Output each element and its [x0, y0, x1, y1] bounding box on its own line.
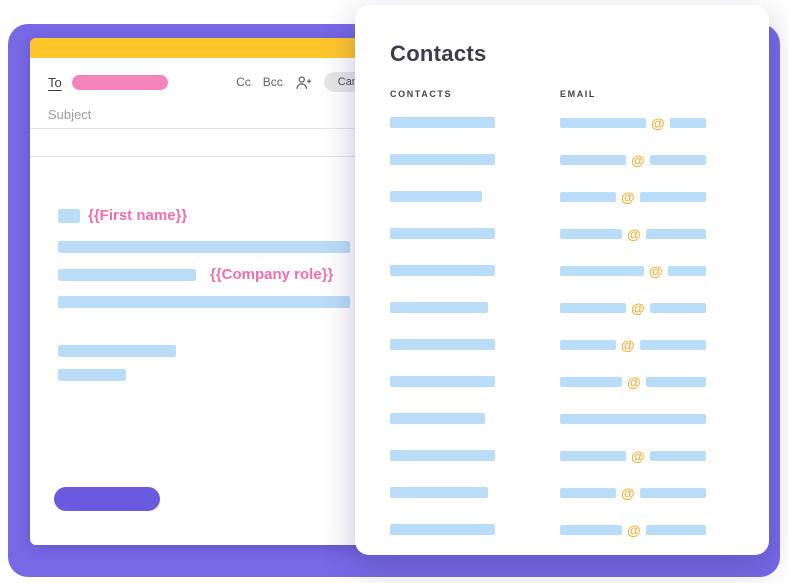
contact-name-placeholder — [390, 376, 495, 387]
contact-name-placeholder — [390, 450, 495, 461]
email-text-placeholder — [667, 265, 706, 276]
contact-email-placeholder: @ — [560, 153, 769, 167]
email-text-placeholder — [649, 154, 706, 165]
company-role-token: {{Company role}} — [210, 266, 334, 283]
body-greeting-line: {{First name}} — [58, 207, 370, 224]
email-text-placeholder — [560, 302, 626, 313]
body-text-placeholder — [58, 268, 196, 281]
at-icon: @ — [649, 262, 663, 279]
email-text-placeholder — [645, 376, 706, 387]
contact-row: @ — [390, 215, 769, 252]
at-icon: @ — [627, 225, 641, 242]
at-icon: @ — [621, 336, 635, 353]
to-label: To — [48, 74, 62, 90]
email-text-placeholder — [560, 265, 644, 276]
email-text-placeholder — [560, 450, 626, 461]
email-text-placeholder — [645, 228, 706, 239]
email-text-placeholder — [669, 117, 706, 128]
email-text-placeholder — [560, 524, 622, 535]
contact-row: @ — [390, 474, 769, 511]
contact-name-placeholder — [390, 487, 488, 498]
compose-titlebar — [30, 38, 370, 58]
body-text-placeholder — [58, 369, 126, 381]
contact-name-placeholder — [390, 191, 482, 202]
email-text-placeholder — [560, 339, 616, 350]
contact-email-placeholder: @ — [560, 523, 769, 537]
cc-button[interactable]: Cc — [236, 75, 251, 89]
email-text-placeholder — [649, 302, 706, 313]
recipient-chip[interactable] — [71, 74, 168, 90]
email-text-placeholder — [560, 413, 706, 424]
body-text-placeholder — [58, 345, 176, 357]
contact-name-placeholder — [390, 524, 495, 535]
column-header-contacts: CONTACTS — [390, 89, 453, 99]
contact-email-placeholder — [560, 413, 769, 424]
email-text-placeholder — [560, 376, 622, 387]
to-field-row: To Cc Bcc Cancel — [30, 64, 386, 100]
email-text-placeholder — [645, 524, 706, 535]
at-icon: @ — [627, 373, 641, 390]
contact-row: @ — [390, 178, 769, 215]
first-name-token: {{First name}} — [88, 207, 188, 224]
body-role-line: {{Company role}} — [58, 266, 370, 283]
email-text-placeholder — [560, 154, 626, 165]
body-text-placeholder — [58, 241, 350, 253]
contact-email-placeholder: @ — [560, 301, 769, 315]
contact-email-placeholder: @ — [560, 449, 769, 463]
insert-contacts-icon[interactable] — [295, 75, 312, 90]
contact-row: @ — [390, 511, 769, 548]
contact-name-placeholder — [390, 117, 495, 128]
send-button[interactable] — [54, 487, 160, 511]
contact-email-placeholder: @ — [560, 190, 769, 204]
contact-row: @ — [390, 437, 769, 474]
contact-name-placeholder — [390, 154, 495, 165]
contact-email-placeholder: @ — [560, 264, 769, 278]
email-text-placeholder — [560, 487, 616, 498]
at-icon: @ — [627, 521, 641, 538]
contact-name-placeholder — [390, 413, 485, 424]
text-placeholder-blob — [58, 208, 80, 223]
contacts-panel: Contacts CONTACTS EMAIL @ @ @ @ @ @ @ @ @ @ @ — [355, 5, 769, 555]
contact-email-placeholder: @ — [560, 338, 769, 352]
email-text-placeholder — [639, 339, 706, 350]
contact-name-placeholder — [390, 228, 495, 239]
compose-toolbar — [30, 129, 370, 157]
email-text-placeholder — [560, 228, 622, 239]
contact-email-placeholder: @ — [560, 375, 769, 389]
contacts-title: Contacts — [390, 41, 487, 66]
at-icon: @ — [621, 188, 635, 205]
contact-row: @ — [390, 363, 769, 400]
contact-email-placeholder: @ — [560, 486, 769, 500]
subject-field-row: Subject — [30, 100, 370, 129]
column-header-email: EMAIL — [560, 89, 596, 99]
contact-email-placeholder: @ — [560, 116, 769, 130]
contact-row: @ — [390, 104, 769, 141]
contact-name-placeholder — [390, 302, 488, 313]
subject-input[interactable]: Subject — [48, 106, 92, 122]
contact-name-placeholder — [390, 339, 495, 350]
contact-row: @ — [390, 289, 769, 326]
contacts-table-header: CONTACTS EMAIL — [390, 89, 769, 99]
at-icon: @ — [631, 299, 645, 316]
email-text-placeholder — [639, 191, 706, 202]
email-text-placeholder — [649, 450, 706, 461]
email-text-placeholder — [560, 117, 646, 128]
contacts-table-body: @ @ @ @ @ @ @ @ @ @ @ — [390, 104, 769, 548]
contact-row — [390, 400, 769, 437]
contact-name-placeholder — [390, 265, 495, 276]
email-text-placeholder — [639, 487, 706, 498]
at-icon: @ — [621, 484, 635, 501]
at-icon: @ — [651, 114, 665, 131]
body-text-placeholder — [58, 296, 350, 308]
bcc-button[interactable]: Bcc — [262, 75, 283, 89]
contact-row: @ — [390, 326, 769, 363]
contact-row: @ — [390, 141, 769, 178]
at-icon: @ — [631, 151, 645, 168]
contact-email-placeholder: @ — [560, 227, 769, 241]
at-icon: @ — [631, 447, 645, 464]
contact-row: @ — [390, 252, 769, 289]
compose-window: To Cc Bcc Cancel Subject {{Fi — [30, 38, 386, 545]
email-text-placeholder — [560, 191, 616, 202]
